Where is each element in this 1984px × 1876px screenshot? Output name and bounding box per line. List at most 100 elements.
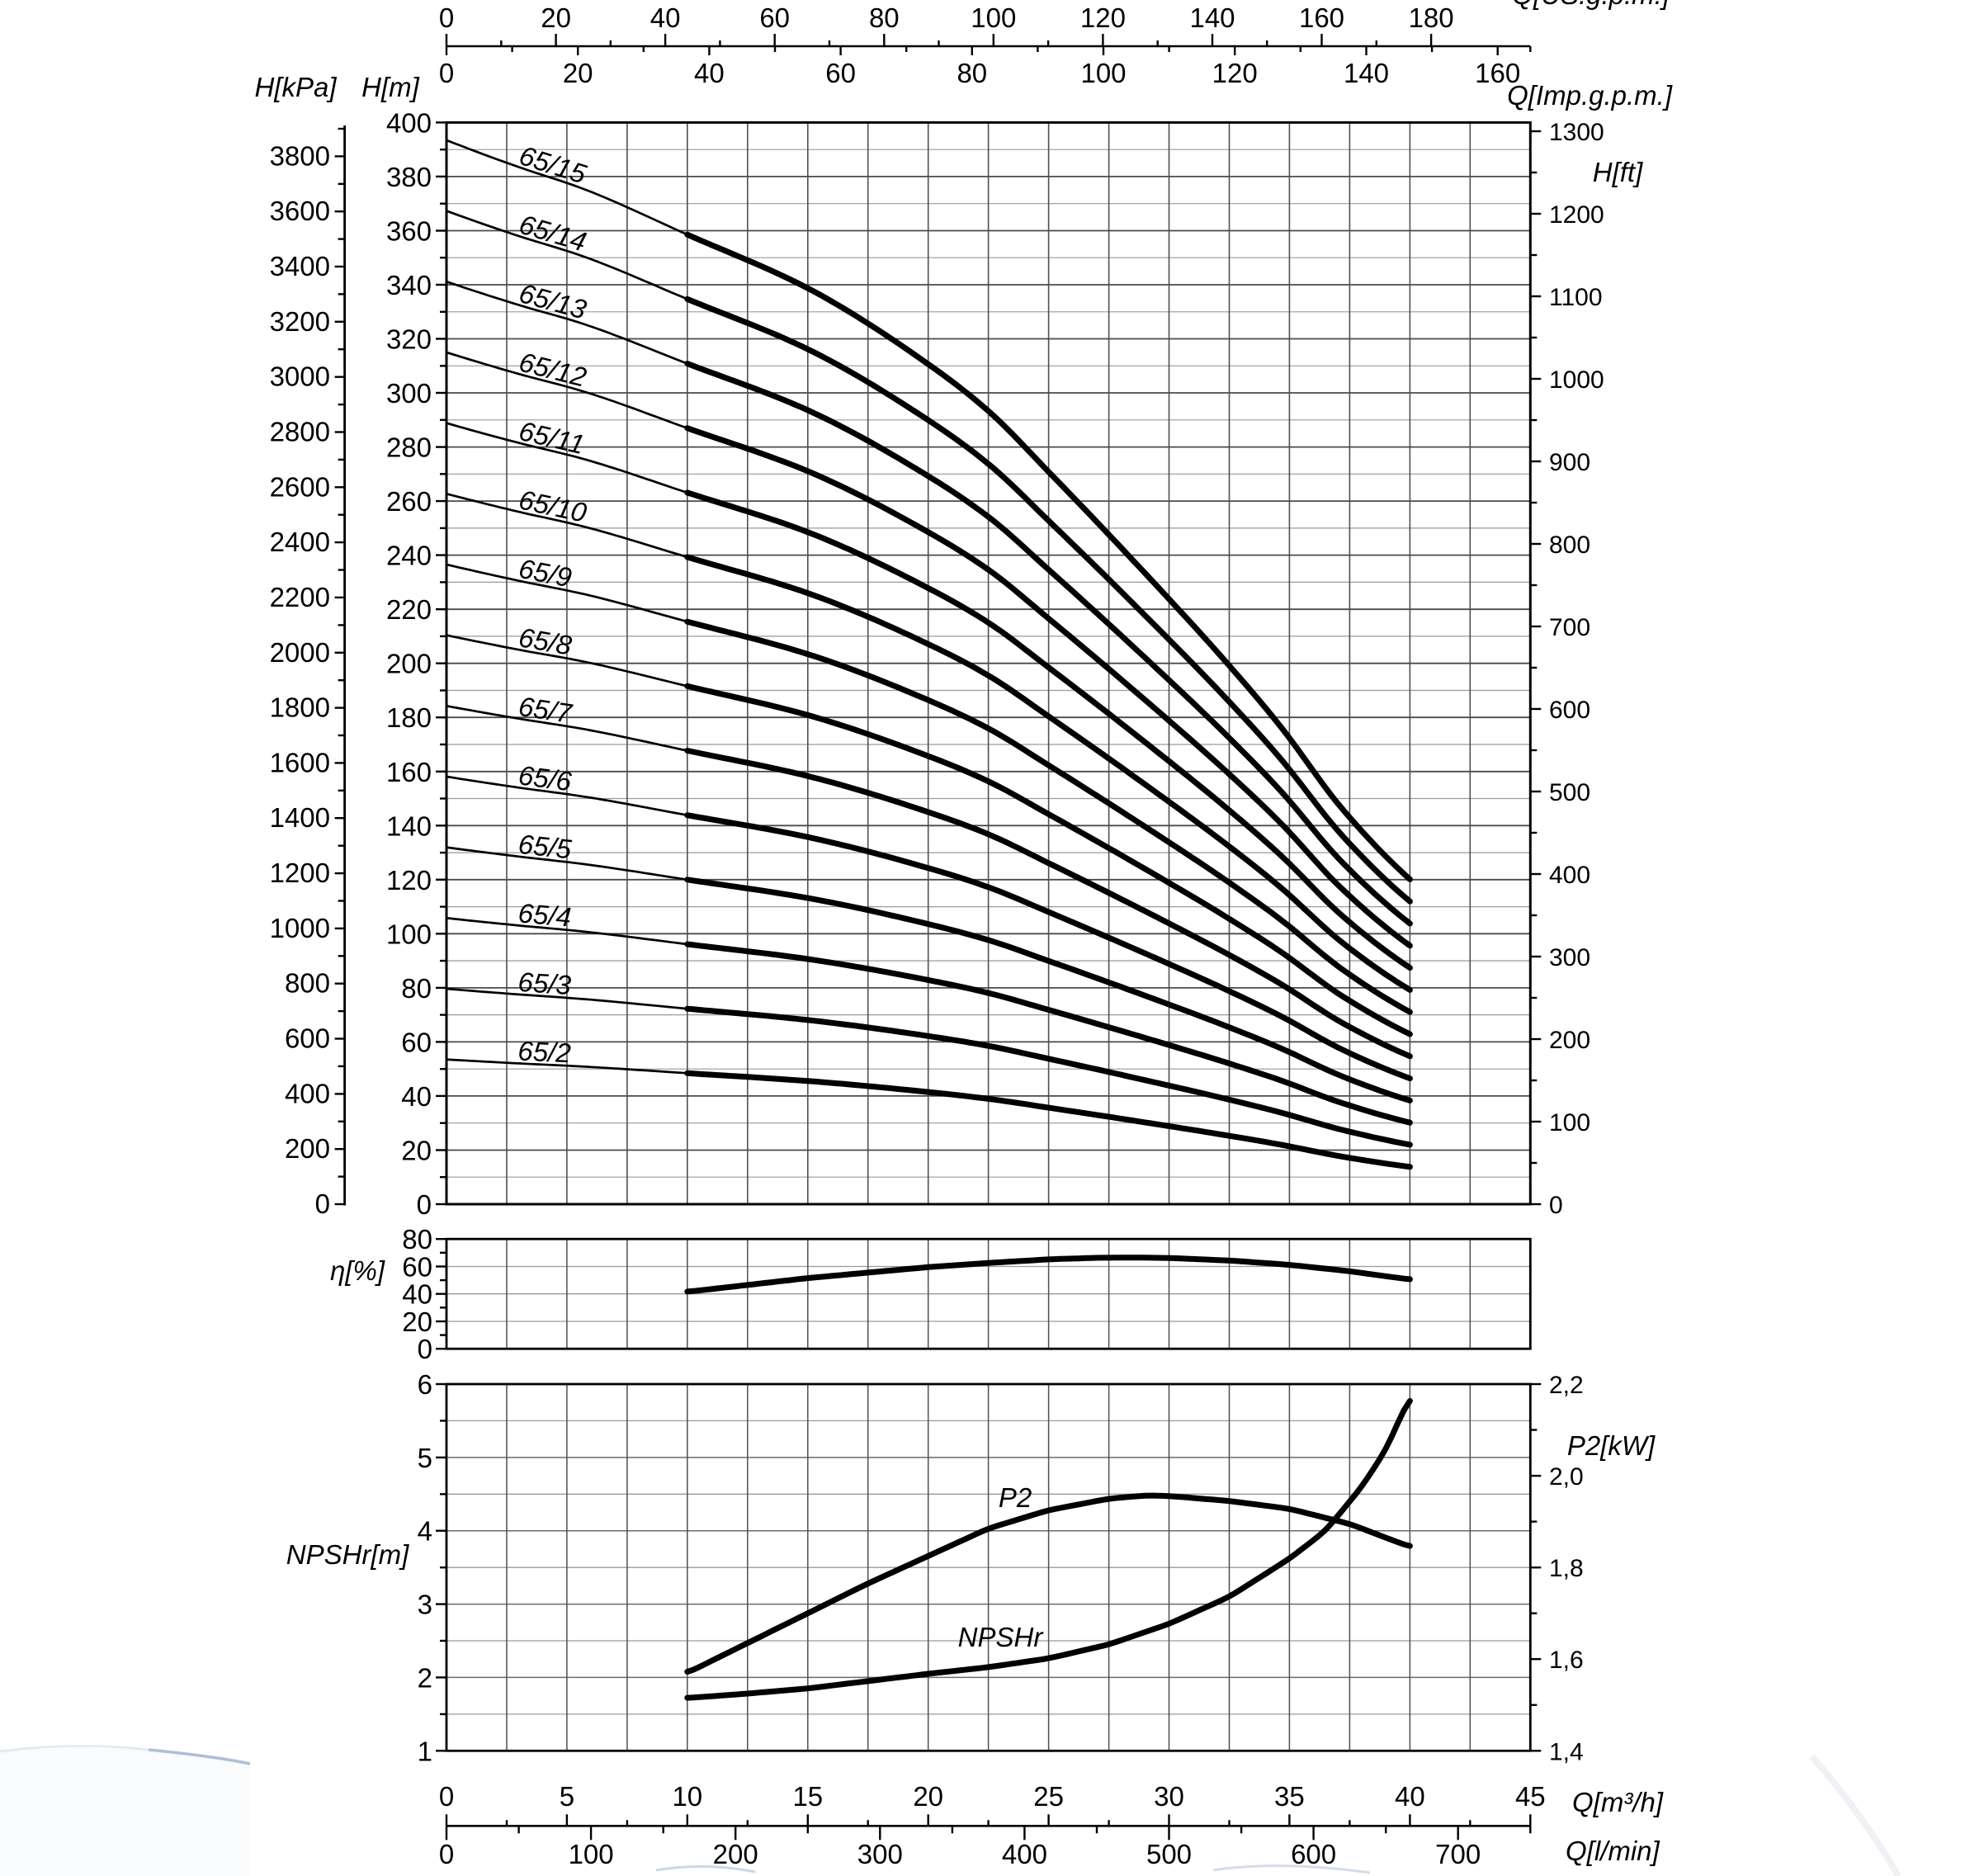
svg-text:3: 3 (418, 1590, 432, 1620)
svg-text:2400: 2400 (270, 527, 330, 557)
svg-text:η[%]: η[%] (330, 1255, 385, 1286)
svg-text:60: 60 (825, 58, 856, 88)
svg-text:20: 20 (402, 1307, 432, 1337)
svg-text:60: 60 (759, 2, 790, 33)
svg-text:240: 240 (386, 541, 432, 571)
svg-text:3800: 3800 (270, 140, 330, 171)
svg-text:700: 700 (1549, 614, 1590, 641)
svg-text:120: 120 (386, 865, 432, 895)
svg-text:NPSHr: NPSHr (958, 1622, 1045, 1652)
svg-text:20: 20 (913, 1781, 943, 1812)
svg-text:800: 800 (1549, 532, 1590, 559)
svg-text:80: 80 (401, 973, 432, 1004)
svg-text:500: 500 (1549, 779, 1590, 806)
svg-text:2200: 2200 (270, 582, 330, 612)
svg-text:120: 120 (1080, 2, 1126, 33)
svg-text:80: 80 (869, 2, 900, 33)
svg-text:65/2: 65/2 (517, 1035, 572, 1068)
svg-text:700: 700 (1435, 1839, 1481, 1869)
svg-text:100: 100 (971, 2, 1016, 33)
svg-text:0: 0 (315, 1188, 330, 1219)
svg-text:300: 300 (386, 378, 432, 409)
svg-text:40: 40 (650, 2, 681, 33)
svg-text:6: 6 (418, 1369, 432, 1400)
svg-text:180: 180 (1409, 2, 1454, 33)
svg-text:1100: 1100 (1549, 284, 1603, 311)
svg-text:10: 10 (672, 1781, 702, 1812)
svg-text:1,4: 1,4 (1549, 1738, 1584, 1765)
svg-text:3000: 3000 (270, 361, 330, 392)
svg-text:900: 900 (1549, 449, 1590, 476)
svg-text:220: 220 (386, 594, 432, 625)
svg-text:320: 320 (386, 324, 432, 355)
svg-text:380: 380 (386, 162, 432, 192)
svg-text:0: 0 (1549, 1192, 1563, 1219)
svg-text:160: 160 (386, 757, 432, 787)
svg-text:2000: 2000 (270, 637, 330, 668)
svg-text:0: 0 (439, 1839, 454, 1869)
svg-text:80: 80 (402, 1224, 432, 1255)
svg-text:2600: 2600 (270, 471, 330, 502)
svg-text:1000: 1000 (1549, 366, 1604, 394)
svg-text:1,6: 1,6 (1549, 1647, 1584, 1674)
svg-text:Q[US.g.p.m.]: Q[US.g.p.m.] (1512, 0, 1670, 10)
svg-text:180: 180 (386, 702, 432, 733)
svg-text:65/4: 65/4 (517, 897, 572, 932)
svg-text:100: 100 (1080, 58, 1126, 88)
svg-text:300: 300 (857, 1839, 903, 1869)
svg-text:360: 360 (386, 216, 432, 247)
svg-text:160: 160 (1299, 2, 1344, 33)
svg-text:400: 400 (1549, 862, 1590, 889)
svg-text:15: 15 (792, 1781, 823, 1812)
svg-text:1300: 1300 (1549, 119, 1604, 146)
svg-text:0: 0 (439, 1781, 454, 1812)
svg-text:40: 40 (402, 1279, 432, 1310)
svg-text:400: 400 (1002, 1839, 1047, 1869)
svg-text:280: 280 (386, 432, 432, 463)
svg-text:400: 400 (386, 107, 432, 138)
svg-text:140: 140 (386, 810, 432, 841)
svg-text:65/3: 65/3 (517, 966, 573, 1000)
svg-text:40: 40 (694, 58, 725, 88)
svg-text:20: 20 (401, 1136, 432, 1166)
svg-text:30: 30 (1154, 1781, 1184, 1812)
svg-text:80: 80 (957, 58, 987, 88)
svg-text:H[kPa]: H[kPa] (254, 72, 337, 102)
svg-text:5: 5 (560, 1781, 574, 1812)
svg-text:NPSHr[m]: NPSHr[m] (286, 1539, 409, 1570)
svg-text:3400: 3400 (270, 251, 330, 281)
svg-text:60: 60 (402, 1252, 432, 1283)
svg-text:340: 340 (386, 270, 432, 300)
svg-text:160: 160 (1475, 58, 1520, 88)
svg-text:65/5: 65/5 (517, 829, 573, 865)
svg-text:1200: 1200 (1549, 201, 1604, 229)
svg-text:1800: 1800 (270, 692, 330, 723)
svg-text:1200: 1200 (270, 858, 330, 888)
svg-text:600: 600 (1291, 1839, 1336, 1869)
svg-text:20: 20 (563, 58, 593, 88)
svg-text:35: 35 (1274, 1781, 1305, 1812)
svg-text:P2: P2 (999, 1482, 1032, 1513)
svg-text:140: 140 (1189, 2, 1235, 33)
svg-text:0: 0 (439, 2, 454, 33)
svg-text:25: 25 (1033, 1781, 1064, 1812)
svg-text:Q[l/min]: Q[l/min] (1566, 1836, 1660, 1866)
svg-text:20: 20 (541, 2, 571, 33)
svg-text:1400: 1400 (270, 802, 330, 833)
svg-text:1600: 1600 (270, 747, 330, 777)
svg-text:1: 1 (418, 1736, 432, 1766)
svg-text:500: 500 (1146, 1839, 1192, 1869)
svg-text:200: 200 (386, 649, 432, 679)
svg-text:40: 40 (401, 1081, 432, 1112)
svg-text:300: 300 (1549, 944, 1590, 971)
svg-text:200: 200 (285, 1133, 330, 1164)
svg-text:60: 60 (401, 1027, 432, 1057)
svg-text:100: 100 (569, 1839, 614, 1869)
svg-text:0: 0 (439, 58, 454, 88)
svg-text:120: 120 (1212, 58, 1258, 88)
svg-text:5: 5 (418, 1443, 432, 1473)
svg-text:260: 260 (386, 486, 432, 517)
svg-text:4: 4 (418, 1516, 432, 1547)
svg-text:2800: 2800 (270, 417, 330, 447)
svg-text:Q[Imp.g.p.m.]: Q[Imp.g.p.m.] (1507, 80, 1673, 111)
